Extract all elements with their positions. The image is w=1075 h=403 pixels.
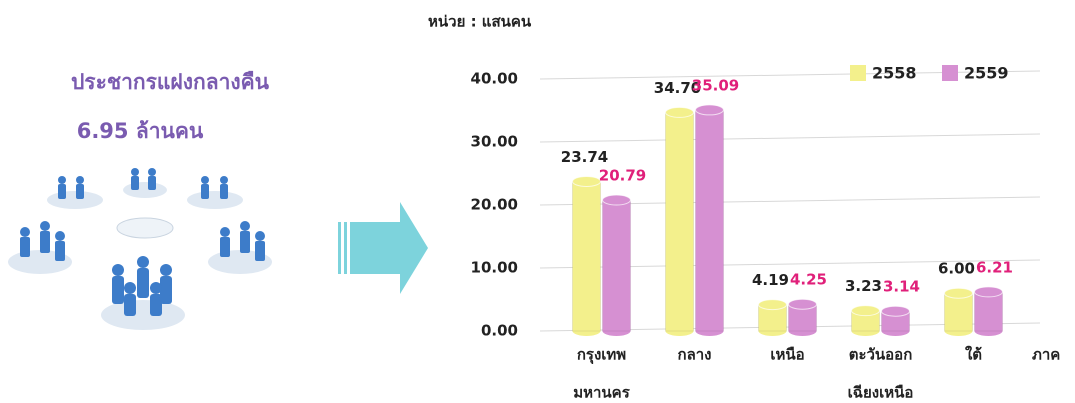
unit-label: หน่วย : แสนคน [428,13,532,31]
value-label: 4.19 [752,271,789,289]
bar [603,200,631,331]
x-tick-label: เฉียงเหนือ [848,384,914,402]
bar-top [696,105,724,115]
bar [573,181,601,331]
legend-label: 2558 [872,64,917,83]
bar-top [852,306,880,316]
value-label: 35.09 [692,76,739,94]
bar [945,293,973,331]
y-tick-label: 20.00 [471,196,518,214]
x-tick-label: กลาง [677,346,711,364]
value-label: 6.00 [938,260,975,278]
platform [101,300,185,330]
legend-swatch [850,65,866,81]
value-label: 20.79 [599,167,646,185]
bar-top [789,299,817,309]
platform [47,191,103,209]
platform [187,191,243,209]
legend-label: 2559 [964,64,1009,83]
total: 6.95 ล้านคน [77,119,204,143]
value-label: 6.21 [976,258,1013,276]
y-tick-label: 30.00 [471,133,518,151]
value-label: 23.74 [561,148,608,166]
infographic: ประชากรแฝงกลางคืน 6.95 ล้านคน [0,0,1075,403]
bar-top [603,195,631,205]
people-illustration [8,168,272,330]
legend-swatch [942,65,958,81]
value-label: 3.23 [845,277,882,295]
x-tick-label: มหานคร [573,384,630,402]
value-label: 4.25 [790,271,827,289]
x-tick-label: กรุงเทพ [577,346,626,365]
x-tick-label: ใต้ [965,346,982,364]
value-label: 3.14 [883,278,920,296]
grid-line [540,134,1040,142]
y-tick-label: 40.00 [471,70,518,88]
x-tick-label: ตะวันออก [849,346,913,364]
x-axis-label: ภาค [1032,346,1060,364]
platform [123,182,167,198]
x-tick-label: เหนือ [770,346,804,364]
bar-top [882,306,910,316]
bar [696,110,724,331]
bar-top [573,176,601,186]
headline: ประชากรแฝงกลางคืน [71,70,270,94]
bar-top [759,300,787,310]
page: ประชากรแฝงกลางคืน 6.95 ล้านคน [0,0,1075,403]
y-tick-label: 0.00 [481,322,518,340]
bar [666,112,694,331]
platform [117,218,173,238]
bar-top [975,287,1003,297]
arrow [338,202,428,294]
bar [975,292,1003,331]
y-tick-label: 10.00 [471,259,518,277]
bar-top [945,288,973,298]
bar-top [666,107,694,117]
